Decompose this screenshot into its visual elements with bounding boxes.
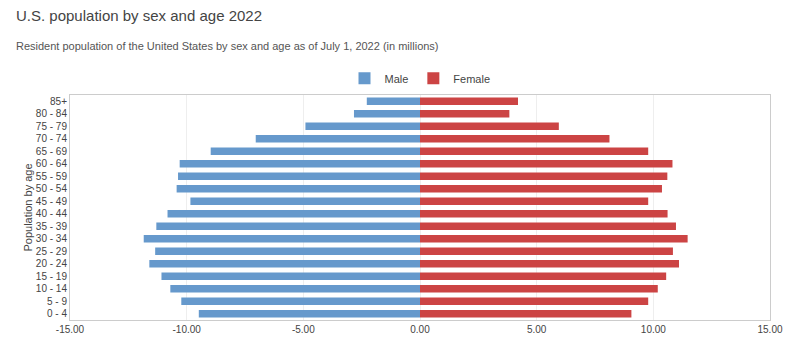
svg-text:Female: Female xyxy=(453,73,490,85)
svg-text:70 - 74: 70 - 74 xyxy=(36,133,68,144)
svg-text:5.00: 5.00 xyxy=(527,324,547,335)
svg-text:-15.00: -15.00 xyxy=(56,324,85,335)
svg-text:65 - 69: 65 - 69 xyxy=(36,146,68,157)
svg-text:50 - 54: 50 - 54 xyxy=(36,183,68,194)
svg-text:20 - 24: 20 - 24 xyxy=(36,258,68,269)
svg-text:5 - 9: 5 - 9 xyxy=(47,296,67,307)
svg-text:75 - 79: 75 - 79 xyxy=(36,121,68,132)
svg-text:-5.00: -5.00 xyxy=(292,324,315,335)
svg-text:80 - 84: 80 - 84 xyxy=(36,108,68,119)
svg-text:85+: 85+ xyxy=(50,96,67,107)
svg-text:15.00: 15.00 xyxy=(757,324,782,335)
svg-text:40 - 44: 40 - 44 xyxy=(36,208,68,219)
svg-text:60 - 64: 60 - 64 xyxy=(36,158,68,169)
svg-text:U.S. population by sex and age: U.S. population by sex and age 2022 xyxy=(16,7,262,24)
svg-text:15 - 19: 15 - 19 xyxy=(36,271,68,282)
svg-text:Resident population of the Uni: Resident population of the United States… xyxy=(16,40,439,52)
svg-text:10.00: 10.00 xyxy=(641,324,666,335)
svg-text:35 - 39: 35 - 39 xyxy=(36,221,68,232)
svg-text:0.00: 0.00 xyxy=(410,324,430,335)
svg-text:-10.00: -10.00 xyxy=(172,324,201,335)
svg-text:55 - 59: 55 - 59 xyxy=(36,171,68,182)
svg-text:45 - 49: 45 - 49 xyxy=(36,196,68,207)
svg-text:30 - 34: 30 - 34 xyxy=(36,233,68,244)
svg-text:25 - 29: 25 - 29 xyxy=(36,246,68,257)
svg-text:10 - 14: 10 - 14 xyxy=(36,283,68,294)
svg-text:Population by age: Population by age xyxy=(22,163,34,251)
svg-text:0 - 4: 0 - 4 xyxy=(47,308,67,319)
svg-text:Male: Male xyxy=(385,73,409,85)
